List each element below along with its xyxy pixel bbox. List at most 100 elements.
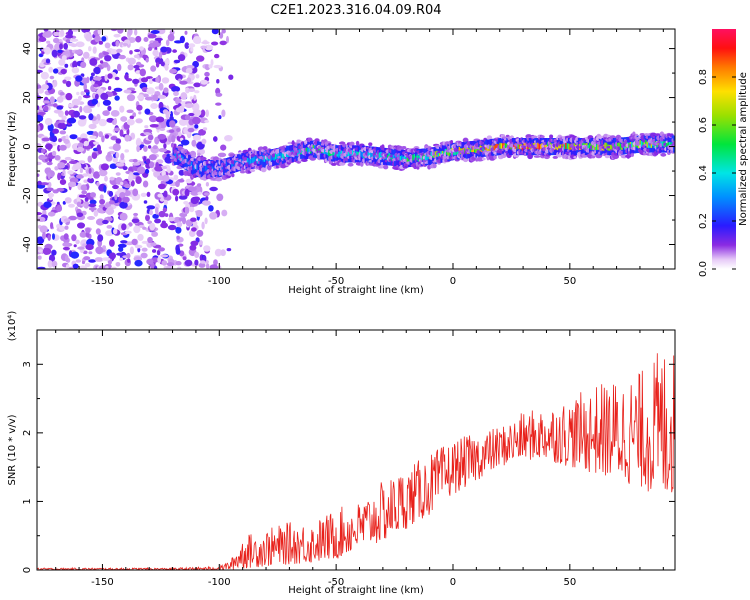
spectrogram-ridge-core bbox=[246, 158, 250, 164]
spectrogram-noise-blob bbox=[70, 43, 78, 48]
spectrogram-noise-blob bbox=[102, 219, 109, 225]
spectrogram-noise-blob bbox=[63, 42, 68, 50]
spectrogram-noise-blob bbox=[132, 188, 139, 197]
spectrogram-noise-blob bbox=[104, 134, 110, 139]
spectrogram-noise-blob bbox=[175, 73, 183, 81]
spectrogram-noise-blob bbox=[75, 239, 80, 245]
spectrogram-noise-blob bbox=[107, 73, 113, 79]
spectrogram-noise-blob bbox=[63, 233, 69, 240]
spectrogram-noise-blob bbox=[117, 187, 124, 192]
colorbar-label: Normalized spectral amplitude bbox=[738, 72, 749, 226]
spectrogram-ridge-core bbox=[324, 149, 327, 155]
spectrogram-noise-blob bbox=[84, 197, 89, 202]
spectrogram-noise-blob bbox=[215, 102, 222, 106]
spectrogram-noise-blob bbox=[176, 128, 181, 132]
spectrogram-noise-blob bbox=[102, 110, 110, 116]
spectrogram-noise-blob bbox=[128, 174, 133, 183]
spectrogram-noise-blob bbox=[134, 244, 143, 249]
spectrogram-ridge-core bbox=[434, 151, 437, 158]
spectrogram-noise-blob bbox=[83, 256, 91, 261]
spectrogram-ridge-halo bbox=[486, 155, 490, 161]
spectrogram-ridge-core bbox=[367, 152, 370, 159]
spectrogram-noise-blob bbox=[135, 118, 143, 124]
spectrogram-noise-blob bbox=[47, 192, 55, 198]
x-tick-label: 0 bbox=[450, 276, 456, 287]
spectrogram-noise-blob bbox=[145, 214, 150, 222]
spectrogram-noise-blob bbox=[144, 168, 150, 174]
spectrogram-noise-blob bbox=[85, 244, 94, 251]
spectrogram-noise-blob bbox=[169, 120, 176, 128]
figure-title: C2E1.2023.316.04.09.R04 bbox=[270, 3, 441, 18]
spectrogram-noise-blob bbox=[146, 191, 151, 197]
spectrogram-noise-blob bbox=[79, 106, 83, 113]
spectrogram-noise-blob bbox=[204, 217, 208, 225]
spectrogram-noise-blob bbox=[120, 240, 128, 244]
spectrogram-noise-blob bbox=[68, 203, 75, 208]
spectrogram-ridge-core bbox=[430, 152, 433, 158]
spectrogram-noise-blob bbox=[183, 201, 189, 205]
spectrogram-noise-blob bbox=[111, 266, 117, 269]
spectrogram-ridge-core bbox=[255, 155, 258, 162]
spectrogram-noise-blob bbox=[100, 92, 109, 100]
spectrogram-noise-blob bbox=[168, 129, 175, 133]
spectrogram-noise-blob bbox=[154, 165, 163, 172]
spectrogram-noise-blob bbox=[113, 87, 123, 92]
spectrogram-noise-blob bbox=[113, 127, 121, 132]
spectrogram-noise-blob bbox=[46, 187, 54, 192]
spectrogram-noise-blob bbox=[192, 102, 200, 111]
spectrogram-ridge-halo bbox=[604, 154, 610, 159]
spectrogram-noise-blob bbox=[150, 103, 159, 109]
spectrogram-noise-blob bbox=[198, 240, 203, 246]
snr-frame bbox=[36, 329, 676, 571]
spectrogram-noise-blob bbox=[101, 61, 109, 68]
spectrogram-noise-blob bbox=[37, 180, 42, 186]
spectrogram-noise-blob bbox=[133, 65, 140, 69]
spectrogram-noise-blob bbox=[132, 78, 140, 85]
spectrogram-noise-blob bbox=[176, 221, 183, 228]
spectrogram-ridge-halo bbox=[549, 134, 554, 139]
spectrogram-noise-blob bbox=[149, 209, 154, 216]
spectrogram-noise-blob bbox=[76, 201, 81, 208]
spectrogram-noise-blob bbox=[157, 256, 162, 264]
x-tick-label: 50 bbox=[563, 276, 576, 287]
spectrogram-noise-blob bbox=[139, 68, 146, 77]
spectrogram-noise-blob bbox=[76, 137, 82, 141]
spectrogram-noise-blob bbox=[134, 259, 143, 267]
spectrogram-noise-blob bbox=[127, 57, 136, 65]
spectrogram-noise-blob bbox=[72, 60, 78, 69]
spectrogram-noise-blob bbox=[205, 182, 209, 187]
spectrogram-noise-blob bbox=[221, 209, 228, 217]
spectrogram-noise-blob bbox=[154, 136, 160, 145]
spectrogram-ridge-core bbox=[385, 154, 388, 161]
spectrogram-noise-blob bbox=[191, 139, 197, 147]
spectrogram-ridge-core bbox=[650, 142, 653, 148]
spectrogram-ridge-core bbox=[489, 145, 492, 152]
spectrogram-noise-blob bbox=[65, 92, 73, 101]
spectrogram-noise-blob bbox=[61, 172, 65, 176]
spectrogram-noise-blob bbox=[59, 225, 65, 231]
spectrogram-ridge-core bbox=[399, 156, 402, 162]
spectrogram-ridge-core bbox=[286, 152, 289, 159]
spectrogram-noise-blob bbox=[99, 60, 104, 64]
spectrogram-ridge-core bbox=[276, 152, 279, 159]
spectrogram-noise-blob bbox=[208, 64, 213, 69]
spectrogram-noise-blob bbox=[164, 58, 170, 65]
spectrogram-noise-blob bbox=[79, 231, 87, 238]
spectrogram-noise-blob bbox=[133, 212, 139, 217]
spectrogram-noise-blob bbox=[94, 35, 101, 43]
spectrogram-noise-blob bbox=[50, 222, 54, 229]
spectrogram-noise-blob bbox=[162, 207, 168, 212]
spectrogram-ridge-halo bbox=[191, 155, 197, 158]
spectrogram-noise-blob bbox=[213, 136, 218, 142]
spectrogram-noise-blob bbox=[110, 110, 120, 117]
spectrogram-noise-blob bbox=[228, 74, 234, 80]
spectrogram-noise-blob bbox=[204, 44, 214, 51]
spectrogram-noise-blob bbox=[143, 128, 153, 134]
spectrogram-noise-blob bbox=[184, 188, 190, 197]
spectrogram-noise-blob bbox=[119, 192, 126, 199]
spectrogram-noise-blob bbox=[140, 77, 149, 83]
spectrogram-ridge-core bbox=[301, 148, 304, 154]
spectrogram-noise-blob bbox=[219, 32, 224, 39]
spectrogram-ridge-halo bbox=[275, 165, 280, 169]
spectrogram-noise-blob bbox=[137, 166, 146, 175]
